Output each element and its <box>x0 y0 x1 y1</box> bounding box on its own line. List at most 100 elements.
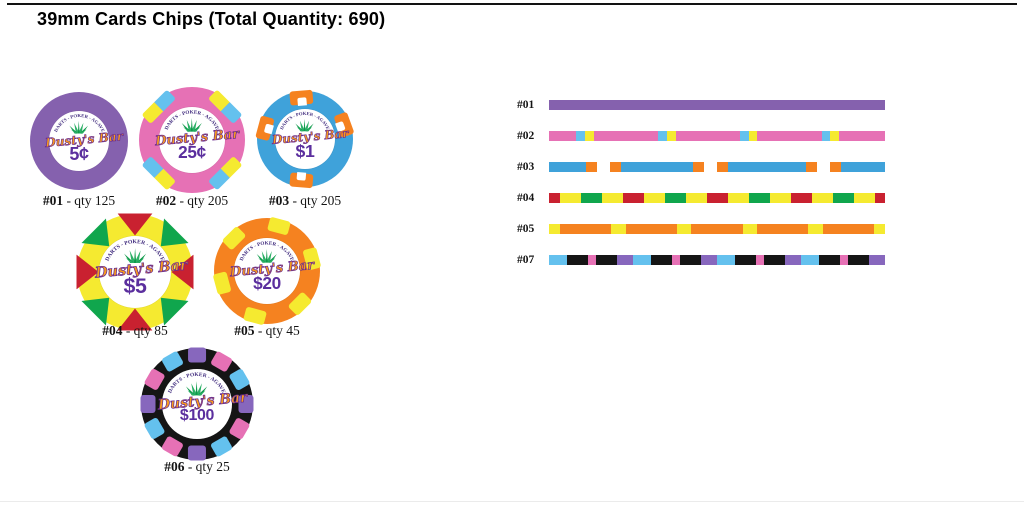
bar-segment <box>874 223 885 234</box>
chip-inlay: DARTS - POKER - AGAVE Dusty's Bar $100 <box>157 369 248 439</box>
chip-caption: #04 - qty 85 <box>55 323 215 339</box>
poker-chip: DARTS - POKER - AGAVE Dusty's Bar $5 <box>77 213 193 330</box>
edge-bar <box>549 192 885 203</box>
bar-label: #03 <box>517 160 535 173</box>
chip-caption-id: #03 <box>268 193 290 208</box>
bar-label: #05 <box>517 222 535 235</box>
edge-spot <box>212 271 232 296</box>
bar-segment <box>757 130 822 141</box>
chip-caption-qty: - qty 45 <box>254 323 300 338</box>
chip-caption-qty: - qty 205 <box>176 193 229 208</box>
denomination: $100 <box>179 407 215 425</box>
bar-segment <box>701 254 717 265</box>
chip-caption-qty: - qty 85 <box>122 323 168 338</box>
bar-label: #02 <box>517 129 535 142</box>
edge-pattern-panel: #01 #02 #03 #04 #05 #07 <box>517 89 886 275</box>
edge-bar-row: #02 <box>517 120 886 151</box>
bar-label: #04 <box>517 191 535 204</box>
agave-icon <box>69 120 89 134</box>
bar-segment <box>811 192 833 203</box>
bar-segment <box>643 192 665 203</box>
bar-segment <box>808 223 824 234</box>
bar-segment <box>585 130 594 141</box>
bar-segment <box>801 254 819 265</box>
bar-segment <box>622 192 644 203</box>
edge-spot <box>228 367 251 391</box>
bar-segment <box>693 161 704 172</box>
chip-caption-id: #06 <box>164 459 185 474</box>
chip-inlay: DARTS - POKER - AGAVE Dusty's Bar $20 <box>229 238 315 304</box>
bar-segment <box>748 130 758 141</box>
edge-bar <box>549 254 885 265</box>
bar-segment <box>586 161 597 172</box>
top-divider <box>7 3 1017 5</box>
bar-segment <box>717 254 735 265</box>
bar-segment <box>549 192 560 203</box>
bar-segment <box>593 130 659 141</box>
bar-segment <box>704 161 717 172</box>
chip-caption: #03 - qty 205 <box>225 193 385 209</box>
bar-segment <box>651 254 672 265</box>
agave-icon <box>181 117 203 132</box>
chip-inlay: DARTS - POKER - AGAVE Dusty's Bar 25¢ <box>154 107 240 173</box>
bar-segment <box>576 130 586 141</box>
bar-segment <box>769 192 791 203</box>
bar-label: #07 <box>517 253 535 266</box>
edge-bar-row: #03 <box>517 151 885 182</box>
spot-notch <box>296 171 307 181</box>
bar-segment <box>666 130 676 141</box>
edge-bar <box>549 130 886 141</box>
page-title: 39mm Cards Chips (Total Quantity: 690) <box>37 9 386 29</box>
bar-segment <box>597 161 610 172</box>
bar-segment <box>588 254 596 265</box>
edge-spot <box>267 216 292 236</box>
bar-segment <box>869 254 885 265</box>
bar-segment <box>549 254 567 265</box>
bar-segment <box>790 192 812 203</box>
bar-segment <box>691 223 743 234</box>
denomination: 5¢ <box>69 143 89 164</box>
edge-spot <box>228 417 251 441</box>
agave-icon <box>186 380 208 396</box>
bar-segment <box>580 192 602 203</box>
spot-notch <box>296 97 307 107</box>
bar-segment <box>685 192 707 203</box>
bar-segment <box>559 223 611 234</box>
edge-bar-row: #05 <box>517 213 885 244</box>
bar-segment <box>830 161 841 172</box>
poker-chip: DARTS - POKER - AGAVE Dusty's Bar $20 <box>212 216 322 326</box>
bar-label: #01 <box>517 98 535 111</box>
bar-segment <box>549 99 885 110</box>
bar-segment <box>735 254 756 265</box>
chip-caption-id: #02 <box>155 193 177 208</box>
bar-segment <box>633 254 651 265</box>
denomination: $20 <box>253 272 281 293</box>
bar-segment <box>739 130 749 141</box>
chip-caption-id: #04 <box>102 323 123 338</box>
edge-bar <box>549 223 885 234</box>
bar-segment <box>610 223 626 234</box>
bar-segment <box>840 254 848 265</box>
chip-caption-id: #01 <box>42 193 64 208</box>
agave-icon <box>256 248 278 263</box>
bar-segment <box>672 254 680 265</box>
edge-spot <box>117 213 153 236</box>
bar-segment <box>728 161 806 172</box>
bar-segment <box>830 130 840 141</box>
bar-segment <box>658 130 667 141</box>
chip-caption: #06 - qty 25 <box>117 459 277 475</box>
denomination: $5 <box>123 274 147 299</box>
bar-segment <box>874 192 885 203</box>
bar-segment <box>823 223 875 234</box>
bar-segment <box>680 254 701 265</box>
bar-segment <box>806 161 817 172</box>
bar-segment <box>832 192 854 203</box>
agave-icon <box>295 119 315 132</box>
bar-segment <box>817 161 830 172</box>
poker-chip: DARTS - POKER - AGAVE Dusty's Bar 25¢ <box>139 87 245 193</box>
bottom-divider <box>0 501 1024 502</box>
poker-chip: DARTS - POKER - AGAVE Dusty's Bar 5¢ <box>30 92 128 190</box>
poker-chip: DARTS - POKER - AGAVE Dusty's Bar $1 <box>255 89 355 189</box>
bar-segment <box>601 192 623 203</box>
